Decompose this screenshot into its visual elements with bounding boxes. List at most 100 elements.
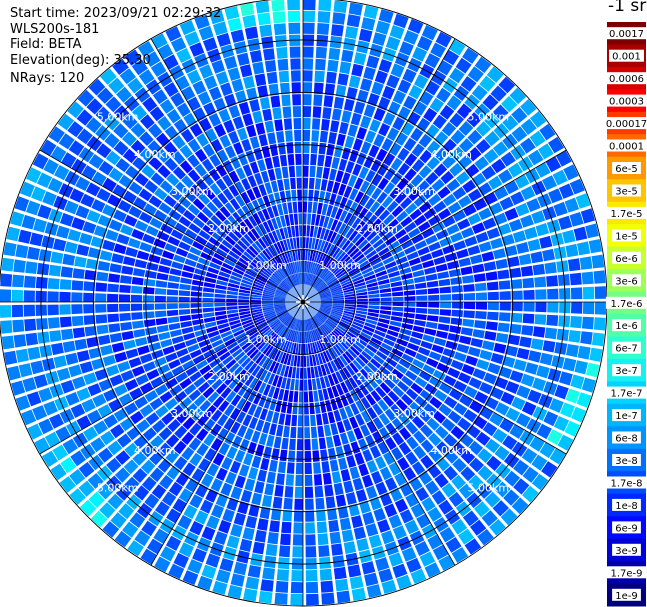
ray-gate: [333, 566, 347, 580]
ray-gate: [362, 211, 373, 223]
ray-gate: [335, 494, 347, 507]
ray-gate: [78, 480, 95, 497]
ray-gate: [178, 309, 191, 315]
ray-gate: [24, 318, 37, 332]
ray-gate: [182, 360, 195, 371]
ray-gate: [145, 225, 159, 237]
ray-gate: [240, 191, 251, 204]
ray-gate: [365, 319, 378, 325]
ray-gate: [228, 378, 240, 390]
ray-gate: [192, 318, 204, 326]
ray-gate: [203, 369, 215, 381]
ray-gate: [378, 123, 391, 137]
ray-gate: [18, 363, 33, 378]
ray-gate: [332, 181, 341, 194]
ray-gate: [424, 383, 438, 395]
ray-gate: [287, 154, 295, 166]
ray-gate: [516, 385, 531, 399]
ray-gate: [164, 216, 178, 228]
ray-gate: [290, 177, 296, 190]
ray-gate: [403, 312, 415, 319]
ray-gate: [259, 369, 268, 381]
ray-gate: [407, 342, 420, 352]
ray-gate: [337, 73, 349, 86]
ray-gate: [184, 383, 197, 396]
ray-gate: [416, 295, 428, 301]
ray-gate: [406, 436, 419, 450]
ray-gate: [203, 282, 216, 288]
ray-gate: [560, 402, 575, 418]
ray-gate: [579, 256, 593, 270]
ray-gate: [411, 233, 424, 244]
ray-gate: [164, 157, 178, 172]
ray-gate: [500, 391, 515, 405]
ray-gate: [173, 341, 187, 351]
ray-gate: [541, 461, 558, 478]
ray-gate: [164, 398, 178, 411]
ray-gate: [532, 377, 546, 392]
ray-gate: [119, 284, 131, 293]
ray-gate: [283, 239, 289, 251]
ray-gate: [362, 511, 375, 526]
ray-gate: [281, 521, 292, 534]
ray-gate: [418, 409, 431, 423]
ray-gate: [56, 225, 70, 239]
ray-gate: [593, 270, 606, 284]
ray-gate: [545, 156, 562, 173]
ray-gate: [466, 147, 482, 162]
ray-gate: [103, 414, 118, 429]
ray-gate: [247, 329, 258, 338]
ray-gate: [289, 213, 295, 226]
ray-gate: [350, 389, 360, 402]
ray-gate: [255, 419, 265, 432]
ray-gate: [399, 41, 414, 56]
ray-gate: [460, 266, 473, 276]
ray-gate: [361, 17, 376, 31]
ray-gate: [402, 68, 417, 84]
ray-gate: [227, 215, 239, 227]
ray-gate: [51, 342, 64, 356]
ray-gate: [463, 409, 478, 423]
ray-gate: [384, 408, 397, 421]
ray-gate: [341, 239, 351, 251]
ray-gate: [105, 96, 122, 113]
ray-gate: [355, 288, 367, 293]
ray-gate: [294, 141, 302, 154]
ray-gate: [240, 282, 252, 289]
ray-gate: [432, 410, 446, 424]
ray-gate: [69, 469, 86, 486]
ray-gate: [265, 410, 274, 423]
ray-gate: [280, 377, 287, 389]
ray-gate: [344, 199, 353, 212]
ray-gate: [336, 357, 345, 369]
ray-gate: [374, 329, 386, 338]
ray-gate: [372, 333, 384, 342]
ray-gate: [467, 129, 483, 145]
ray-gate: [276, 569, 289, 581]
ray-gate: [490, 237, 504, 250]
ray-gate: [581, 377, 596, 393]
ray-gate: [349, 466, 360, 480]
ray-gate: [428, 432, 442, 447]
ray-gate: [332, 330, 343, 339]
ray-gate: [352, 163, 362, 177]
ray-gate: [120, 275, 132, 284]
ray-gate: [356, 152, 367, 166]
ray-gate: [216, 366, 228, 378]
ray-gate: [216, 32, 231, 47]
ray-gate: [347, 124, 358, 137]
ray-gate: [202, 307, 214, 313]
ray-gate: [209, 334, 222, 343]
ray-gate: [273, 436, 282, 449]
ray-gate: [269, 398, 277, 411]
ray-gate: [305, 237, 310, 249]
ray-gate: [547, 288, 559, 300]
ray-gate: [141, 476, 157, 492]
ray-gate: [253, 392, 262, 405]
ray-gate: [371, 173, 383, 187]
ray-gate: [539, 235, 553, 249]
ray-gate: [114, 383, 128, 397]
ray-gate: [318, 437, 327, 450]
ray-gate: [344, 242, 354, 253]
ray-gate: [339, 210, 348, 222]
